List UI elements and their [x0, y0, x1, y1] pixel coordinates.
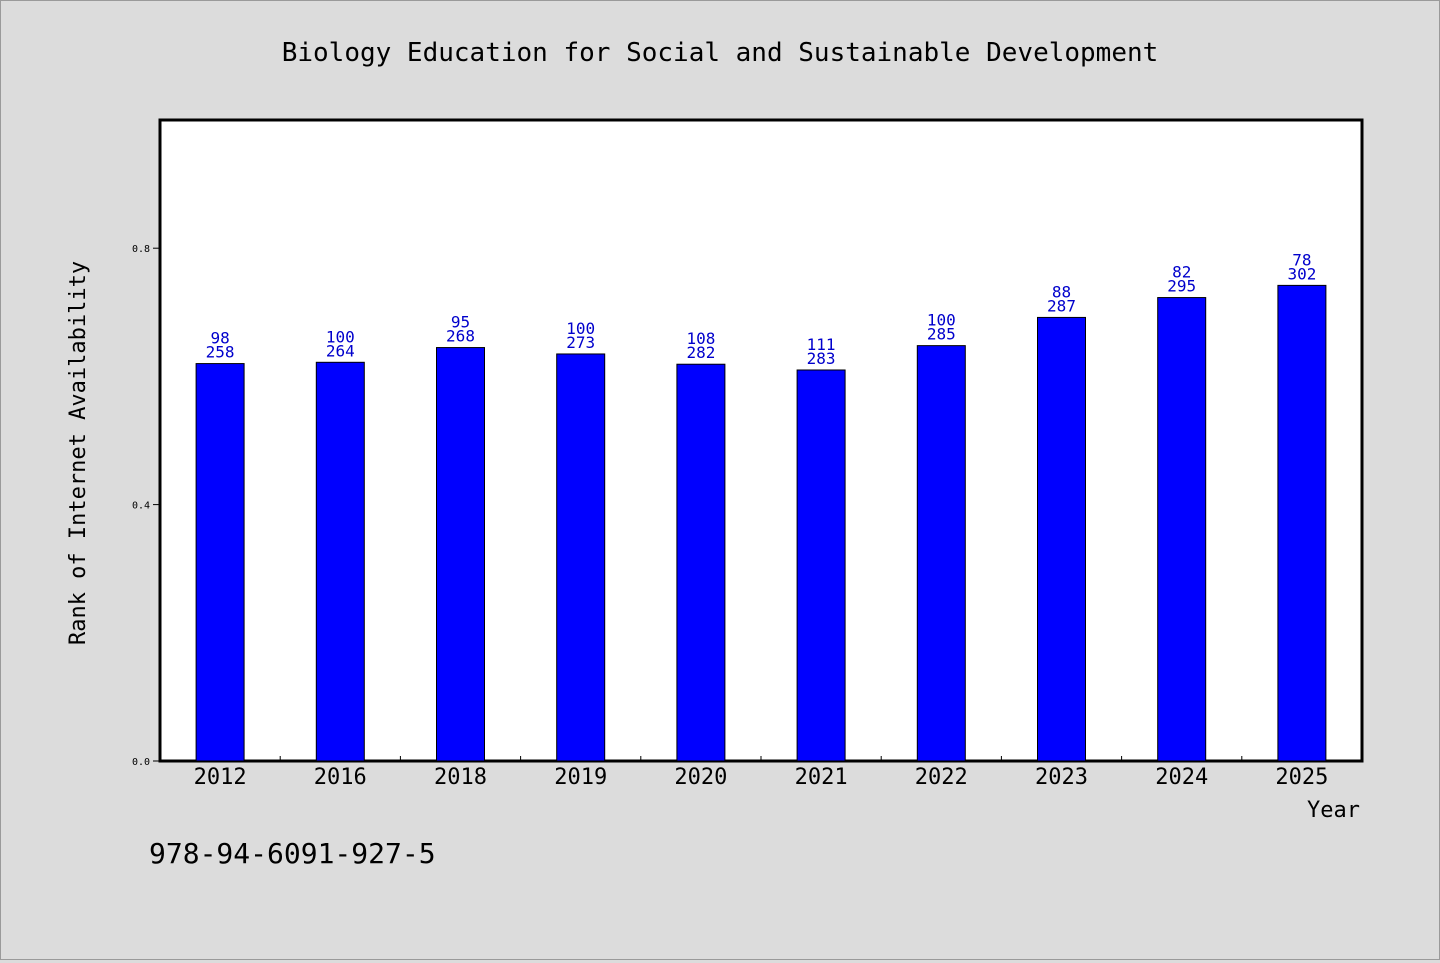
x-tick-label: 2023: [1035, 765, 1088, 790]
data-label-top: 111: [807, 335, 836, 354]
data-label-top: 88: [1052, 282, 1071, 301]
x-tick-label: 2025: [1275, 765, 1328, 790]
x-tick-label: 2018: [434, 765, 487, 790]
x-tick-label: 2020: [674, 765, 727, 790]
chart-title: Biology Education for Social and Sustain…: [282, 38, 1159, 68]
y-tick-label: 0.4: [132, 501, 150, 512]
data-label-top: 82: [1172, 263, 1191, 282]
bar-2016: [315, 361, 365, 762]
data-label-bottom: 282: [686, 343, 715, 362]
bar-2025: [1277, 284, 1327, 762]
data-label-bottom: 302: [1287, 264, 1316, 283]
data-label-bottom: 283: [807, 349, 836, 368]
data-label-bottom: 287: [1047, 296, 1076, 315]
data-label-bottom: 268: [446, 327, 475, 346]
data-label-top: 78: [1292, 250, 1311, 269]
bar-2018: [436, 347, 485, 762]
isbn-text: 978-94-6091-927-5: [149, 837, 436, 870]
data-label-top: 100: [566, 319, 595, 338]
bar-2021: [796, 369, 846, 762]
data-label-top: 100: [927, 311, 956, 330]
y-axis-ticks: 0.0 0.4 0.8: [132, 244, 160, 768]
data-label-bottom: 285: [927, 325, 956, 344]
y-tick-label: 0.0: [132, 757, 150, 768]
bar-2012: [195, 363, 245, 762]
data-label-top: 100: [326, 327, 355, 346]
bar-2024: [1157, 297, 1207, 762]
x-tick-label: 2016: [314, 765, 367, 790]
bar-2019: [556, 353, 606, 762]
x-axis-label: Year: [1307, 798, 1360, 823]
x-tick-label: 2021: [795, 765, 848, 790]
bars: [195, 284, 1327, 762]
data-label-top: 98: [210, 329, 229, 348]
x-tick-label: 2022: [915, 765, 968, 790]
data-label-bottom: 295: [1167, 277, 1196, 296]
x-tick-label: 2019: [554, 765, 607, 790]
data-label-top: 108: [686, 329, 715, 348]
bar-2022: [916, 345, 966, 762]
data-label-bottom: 273: [566, 333, 595, 352]
bar-2023: [1037, 316, 1086, 762]
x-tick-label: 2024: [1155, 765, 1208, 790]
y-tick-label: 0.8: [132, 244, 150, 255]
x-axis-ticks: [279, 756, 1243, 761]
data-label-bottom: 258: [206, 343, 235, 362]
bar-2020: [676, 363, 726, 762]
x-tick-label: 2012: [194, 765, 247, 790]
data-label-bottom: 264: [326, 341, 355, 360]
x-tick-labels: 2012 2016 2018 2019 2020 2021 2022 2023 2024 2025: [194, 765, 1329, 790]
data-label-top: 95: [451, 313, 470, 332]
y-axis-label: Rank of Internet Availability: [66, 261, 91, 645]
